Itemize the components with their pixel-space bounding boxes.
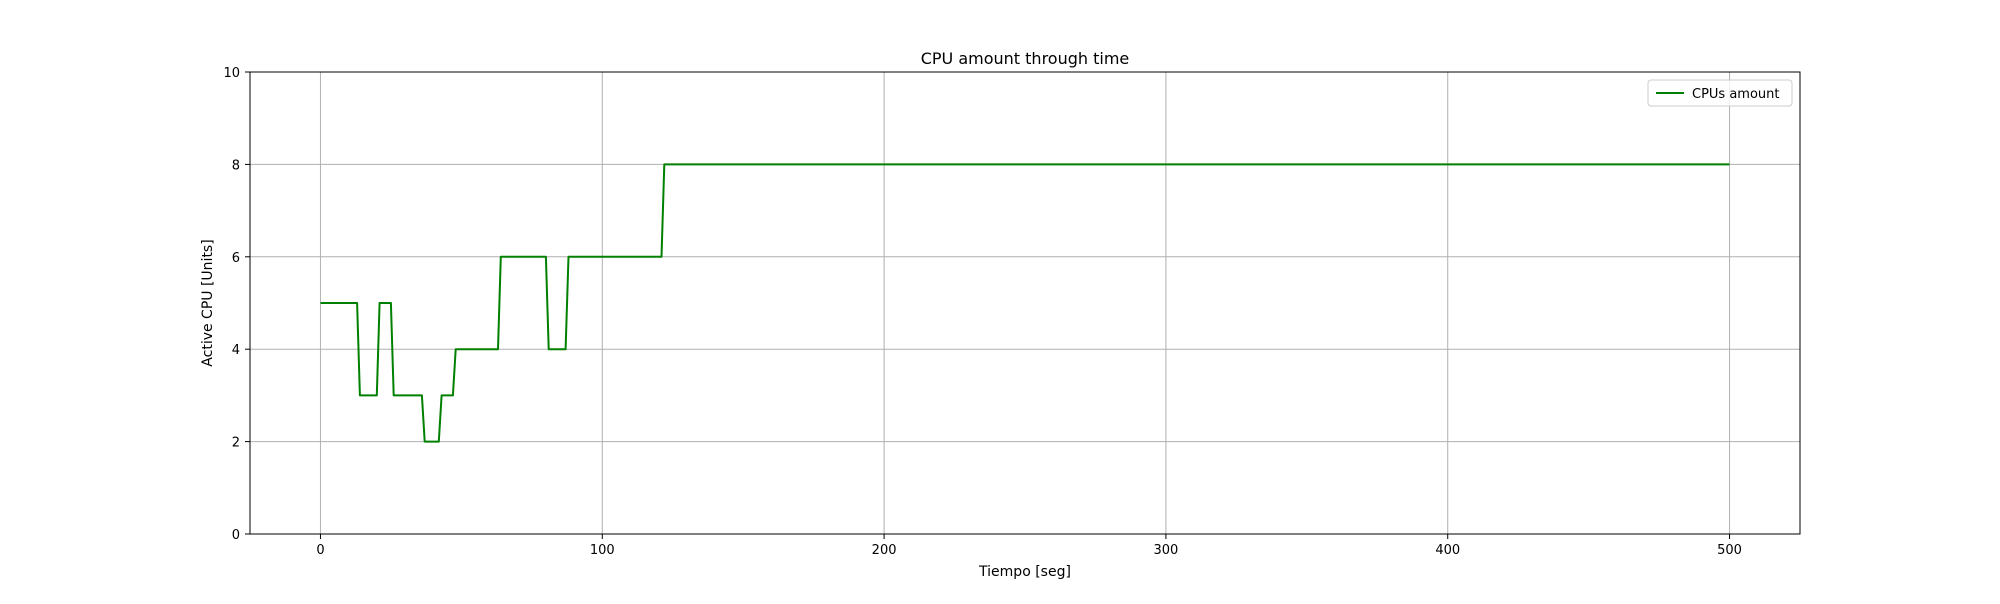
- x-tick-label: 200: [872, 543, 897, 558]
- x-tick-label: 0: [316, 543, 324, 558]
- x-tick-label: 500: [1717, 543, 1742, 558]
- legend: CPUs amount: [1647, 79, 1793, 107]
- chart-title: CPU amount through time: [921, 49, 1130, 68]
- grid-lines: [250, 71, 1800, 535]
- y-tick-label: 6: [232, 251, 240, 266]
- x-axis-ticks: 0 100 200 300 400 500: [316, 534, 1742, 558]
- x-tick-label: 300: [1153, 543, 1178, 558]
- plot-frame: [249, 71, 1801, 535]
- x-tick-label: 400: [1435, 543, 1460, 558]
- y-tick-label: 10: [223, 66, 240, 81]
- y-tick-label: 8: [232, 158, 240, 173]
- y-tick-label: 4: [232, 343, 240, 358]
- y-axis-label: Active CPU [Units]: [200, 239, 216, 366]
- legend-box: [1647, 79, 1793, 107]
- x-axis-label: Tiempo [seg]: [978, 564, 1071, 580]
- y-tick-label: 0: [232, 528, 240, 543]
- y-axis-ticks: 0 2 4 6 8 10: [223, 66, 250, 543]
- legend-label: CPUs amount: [1692, 87, 1780, 102]
- x-tick-label: 100: [590, 543, 615, 558]
- series-line: [320, 163, 1730, 443]
- y-tick-label: 2: [232, 436, 240, 451]
- series-layer: [320, 163, 1730, 443]
